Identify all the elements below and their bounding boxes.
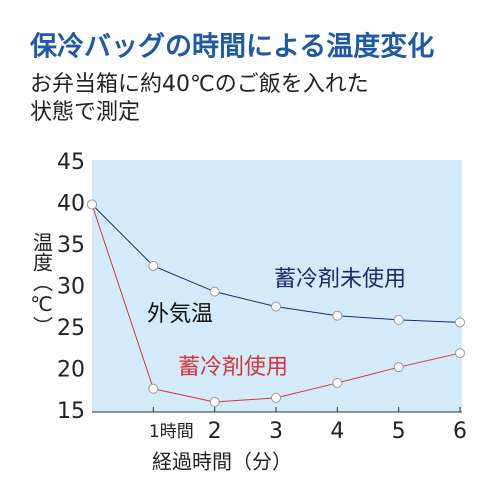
x-tick-label: 4 [330, 419, 344, 444]
y-tick-label: 45 [57, 150, 85, 175]
data-point [332, 377, 343, 388]
data-point [209, 397, 220, 408]
x-tick-label: 6 [453, 419, 467, 444]
chart-title: 保冷バッグの時間による温度変化 [29, 31, 434, 63]
data-point [455, 348, 465, 359]
data-point [148, 383, 159, 394]
y-axis-label: 温度（℃） [30, 232, 54, 336]
data-point [393, 362, 404, 373]
data-point [271, 301, 281, 312]
y-tick-label: 15 [57, 399, 85, 424]
data-point [271, 392, 281, 403]
series-label: 蓄冷剤使用 [178, 355, 288, 380]
y-tick-label: 40 [57, 192, 85, 217]
x-axis-label: 経過時間（分） [152, 450, 292, 474]
data-point [455, 317, 465, 328]
data-point [332, 310, 343, 321]
x-tick-label: 3 [269, 419, 283, 444]
data-point [148, 260, 159, 271]
x-tick-label: 2 [208, 419, 222, 444]
x-tick-label: 5 [392, 419, 406, 444]
y-tick-label: 25 [57, 316, 85, 341]
series-label: 蓄冷剤未使用 [274, 267, 406, 292]
annotation: 外気温 [147, 302, 213, 327]
y-tick-label: 35 [57, 233, 85, 258]
data-point [393, 314, 404, 325]
y-tick-label: 30 [57, 275, 85, 300]
data-point [209, 286, 220, 297]
subtitle: 状態で測定 [30, 100, 140, 125]
subtitle: お弁当箱に約40℃のご飯を入れた [30, 72, 369, 97]
y-tick-label: 20 [57, 358, 85, 383]
data-point [87, 199, 97, 210]
x-tick-label: 1時間 [149, 422, 194, 442]
